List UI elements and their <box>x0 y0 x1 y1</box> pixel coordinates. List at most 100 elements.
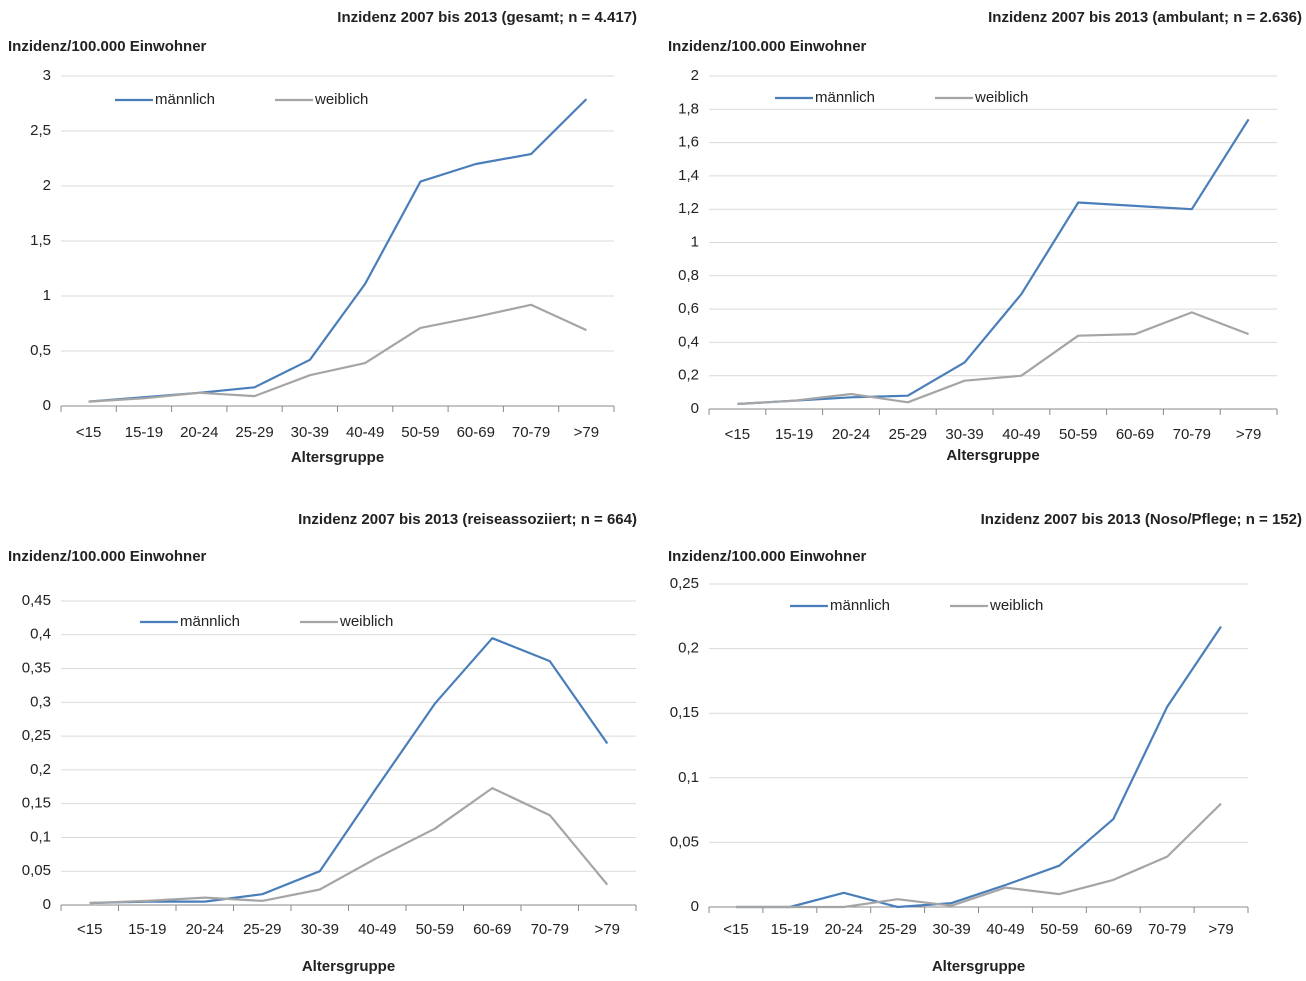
x-axis-label: Altersgruppe <box>291 449 384 466</box>
y-tick-label: 1 <box>43 287 51 304</box>
x-tick-label: >79 <box>574 424 599 441</box>
series-line <box>89 637 609 905</box>
x-tick-label: 15-19 <box>128 921 166 938</box>
legend-label: männlich <box>180 613 240 630</box>
legend-label: männlich <box>155 91 215 108</box>
y-tick-label: 0,6 <box>678 300 699 317</box>
y-tick-label: 2 <box>691 67 699 84</box>
x-tick-label: 25-29 <box>235 424 273 441</box>
y-tick-label: 0,15 <box>670 704 699 721</box>
legend-label: weiblich <box>989 597 1043 614</box>
x-tick-label: >79 <box>1208 921 1233 938</box>
series-line <box>737 118 1250 406</box>
y-tick-label: 0,8 <box>678 267 699 284</box>
y-tick-label: 0,2 <box>30 761 51 778</box>
x-tick-label: 15-19 <box>775 426 813 443</box>
legend-label: weiblich <box>339 613 393 630</box>
x-axis-label: Altersgruppe <box>932 958 1025 975</box>
x-tick-label: 25-29 <box>889 426 927 443</box>
y-tick-label: 0,35 <box>22 660 51 677</box>
x-tick-label: 40-49 <box>358 921 396 938</box>
y-tick-label: 1,8 <box>678 100 699 117</box>
x-tick-label: 50-59 <box>401 424 439 441</box>
legend-label: weiblich <box>314 91 368 108</box>
x-tick-label: 15-19 <box>771 921 809 938</box>
x-tick-label: <15 <box>76 424 101 441</box>
x-tick-label: 15-19 <box>125 424 163 441</box>
x-tick-label: <15 <box>77 921 102 938</box>
x-tick-label: 20-24 <box>186 921 224 938</box>
x-tick-label: 50-59 <box>1059 426 1097 443</box>
x-tick-label: 40-49 <box>1002 426 1040 443</box>
y-axis-label: Inzidenz/100.000 Einwohner <box>668 38 867 55</box>
x-tick-label: 40-49 <box>346 424 384 441</box>
series-line <box>737 311 1249 406</box>
x-tick-label: 20-24 <box>180 424 218 441</box>
x-tick-label: 70-79 <box>512 424 550 441</box>
x-tick-label: 70-79 <box>531 921 569 938</box>
chart-title: Inzidenz 2007 bis 2013 (Noso/Pflege; n =… <box>981 511 1302 528</box>
y-tick-label: 1,6 <box>678 134 699 151</box>
x-tick-label: >79 <box>595 921 620 938</box>
x-tick-label: 60-69 <box>457 424 495 441</box>
x-axis-label: Altersgruppe <box>946 447 1039 464</box>
x-tick-label: 30-39 <box>301 921 339 938</box>
x-tick-label: 20-24 <box>825 921 863 938</box>
series-line <box>88 303 587 403</box>
y-tick-label: 0,45 <box>22 592 51 609</box>
y-tick-label: 1,5 <box>30 232 51 249</box>
x-tick-label: 20-24 <box>832 426 870 443</box>
y-tick-label: 0,05 <box>22 862 51 879</box>
y-axis-label: Inzidenz/100.000 Einwohner <box>668 548 867 565</box>
x-tick-label: 25-29 <box>243 921 281 938</box>
series-line <box>736 625 1222 909</box>
x-tick-label: 70-79 <box>1148 921 1186 938</box>
y-tick-label: 0,4 <box>678 333 699 350</box>
y-axis-label: Inzidenz/100.000 Einwohner <box>8 548 207 565</box>
x-tick-label: <15 <box>723 921 748 938</box>
y-tick-label: 0,4 <box>30 626 51 643</box>
x-tick-label: 50-59 <box>1040 921 1078 938</box>
y-tick-label: 0 <box>43 397 51 414</box>
x-axis-label: Altersgruppe <box>302 958 395 975</box>
y-tick-label: 0,2 <box>678 640 699 657</box>
legend-label: männlich <box>815 89 875 106</box>
x-tick-label: 70-79 <box>1173 426 1211 443</box>
x-tick-label: >79 <box>1236 426 1261 443</box>
x-tick-label: 30-39 <box>945 426 983 443</box>
x-tick-label: <15 <box>725 426 750 443</box>
y-tick-label: 1,4 <box>678 167 699 184</box>
y-tick-label: 0,1 <box>30 828 51 845</box>
y-tick-label: 0,5 <box>30 342 51 359</box>
series-line <box>736 802 1222 909</box>
chart-title: Inzidenz 2007 bis 2013 (reiseassoziiert;… <box>298 511 637 528</box>
legend-label: männlich <box>830 597 890 614</box>
series-line <box>89 787 609 905</box>
y-tick-label: 0,25 <box>670 575 699 592</box>
x-tick-label: 25-29 <box>878 921 916 938</box>
x-tick-label: 30-39 <box>932 921 970 938</box>
y-tick-label: 2 <box>43 177 51 194</box>
y-tick-label: 0,15 <box>22 795 51 812</box>
series-line <box>88 98 588 403</box>
y-tick-label: 2,5 <box>30 122 51 139</box>
y-axis-label: Inzidenz/100.000 Einwohner <box>8 38 207 55</box>
y-tick-label: 0,1 <box>678 769 699 786</box>
y-tick-label: 0 <box>43 896 51 913</box>
y-tick-label: 0,05 <box>670 833 699 850</box>
chart-title: Inzidenz 2007 bis 2013 (gesamt; n = 4.41… <box>337 9 637 26</box>
y-tick-label: 0,2 <box>678 367 699 384</box>
x-tick-label: 60-69 <box>1116 426 1154 443</box>
y-tick-label: 0,3 <box>30 693 51 710</box>
x-tick-label: 60-69 <box>1094 921 1132 938</box>
y-tick-label: 0 <box>691 898 699 915</box>
x-tick-label: 30-39 <box>291 424 329 441</box>
y-tick-label: 0,25 <box>22 727 51 744</box>
y-tick-label: 0 <box>691 400 699 417</box>
y-tick-label: 1 <box>691 233 699 250</box>
x-tick-label: 50-59 <box>416 921 454 938</box>
chart-title: Inzidenz 2007 bis 2013 (ambulant; n = 2.… <box>988 9 1302 26</box>
y-tick-label: 1,2 <box>678 200 699 217</box>
